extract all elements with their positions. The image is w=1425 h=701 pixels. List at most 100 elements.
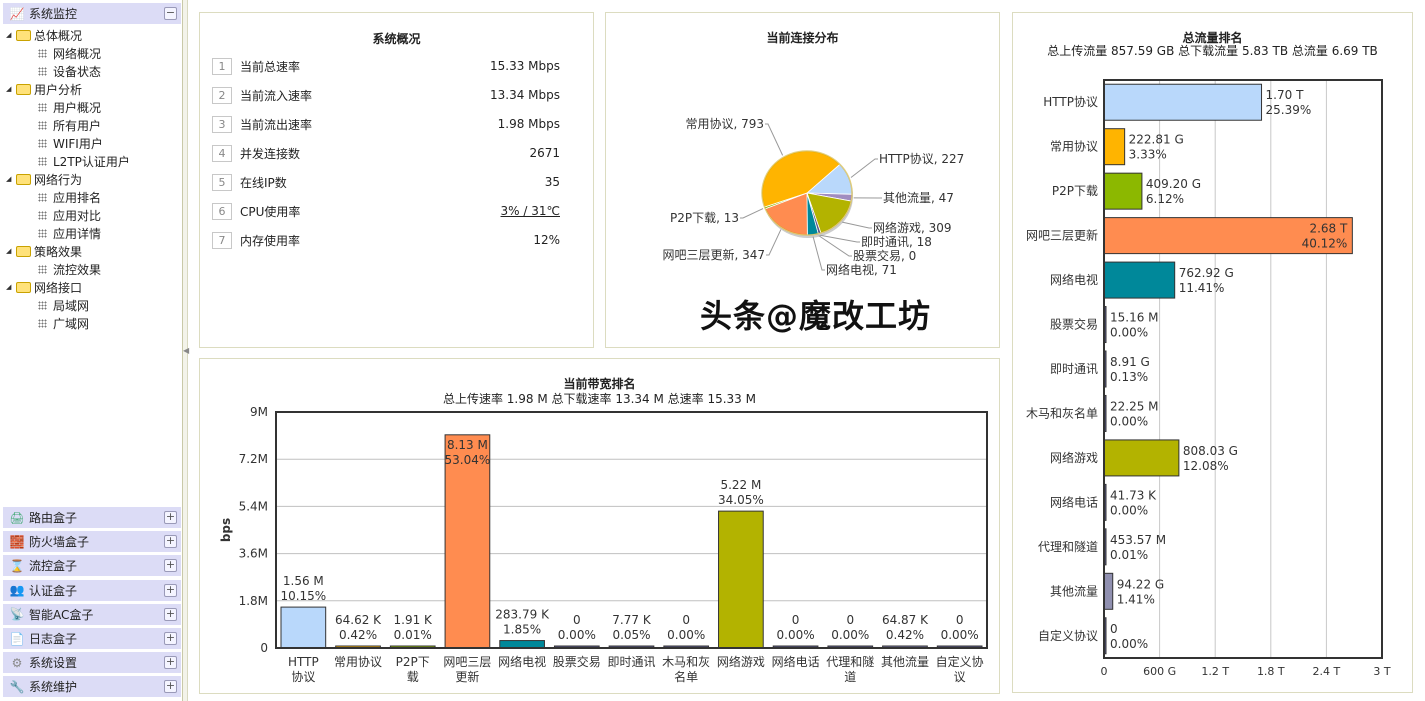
sidebar-section[interactable]: ⌛ 流控盒子 + (3, 555, 181, 578)
tree-item[interactable]: 应用详情 (0, 224, 182, 242)
x-tick-label: 即时通讯 (607, 655, 655, 669)
expanded-triangle-icon: ◢ (6, 85, 12, 93)
pie-label: P2P下载, 13 (670, 211, 739, 225)
firewall-icon: 🧱 (9, 534, 25, 549)
tree-item[interactable]: 网络概况 (0, 44, 182, 62)
sidebar-section[interactable]: 👥 认证盒子 + (3, 579, 181, 602)
grid-dots-icon (38, 48, 47, 58)
tree-item[interactable]: 局域网 (0, 296, 182, 314)
y-tick-label: 7.2M (239, 452, 268, 466)
sidebar-header-system-monitor[interactable]: 📈 系统监控 − (3, 3, 181, 25)
tree-item[interactable]: 所有用户 (0, 116, 182, 134)
bar-value-label: 1.91 K (394, 613, 434, 627)
sidebar-header-label: 系统监控 (29, 7, 78, 21)
tree-group[interactable]: ◢ 用户分析 (0, 80, 182, 98)
expanded-triangle-icon: ◢ (6, 31, 12, 39)
overview-row: 3 当前流出速率 1.98 Mbps (212, 114, 560, 134)
sidebar-section[interactable]: 📡 智能AC盒子 + (3, 603, 181, 626)
pie-leader-line (842, 221, 872, 229)
tree-group[interactable]: ◢ 网络接口 (0, 278, 182, 296)
expand-button[interactable]: + (164, 606, 177, 621)
sidebar-section[interactable]: 🔧 系统维护 + (3, 676, 181, 699)
sidebar-splitter[interactable]: ◀ (183, 0, 190, 701)
bar-percent-label: 53.04% (445, 453, 491, 467)
y-tick-label: HTTP协议 (1043, 94, 1098, 109)
tree-item[interactable]: 用户概况 (0, 98, 182, 116)
sidebar-section[interactable]: ⚙ 系统设置 + (3, 652, 181, 675)
pie-outline (761, 150, 853, 236)
expand-button[interactable]: + (164, 655, 177, 670)
row-value[interactable]: 3% / 31℃ (500, 204, 560, 218)
tree-item[interactable]: 广域网 (0, 314, 182, 332)
grid-dots-icon (38, 228, 47, 238)
bar-value-label: 8.91 G (1110, 355, 1150, 369)
bar-percent-label: 0.00% (1110, 503, 1148, 517)
nav-tree: ◢ 总体概况 网络概况设备状态 ◢ 用户分析 用户概况 所有用户 WIFI用户 L2TP认证用户… (0, 26, 182, 332)
tree-item[interactable]: 流控效果 (0, 260, 182, 278)
tree-item[interactable]: WIFI用户 (0, 134, 182, 152)
pie-leader-line (765, 123, 784, 156)
tree-group-label: 总体概况 (34, 28, 83, 43)
overview-row: 1 当前总速率 15.33 Mbps (212, 56, 560, 76)
overview-row: 2 当前流入速率 13.34 Mbps (212, 85, 560, 105)
pie-label: 常用协议, 793 (685, 116, 764, 131)
sidebar-section[interactable]: 🖨 路由盒子 + (3, 507, 181, 529)
bar-value-label: 283.79 K (495, 608, 550, 622)
document-icon: 📄 (9, 631, 25, 646)
sidebar-section-label: 日志盒子 (29, 632, 78, 646)
expanded-triangle-icon: ◢ (6, 247, 12, 255)
bar-percent-label: 0.01% (394, 628, 432, 642)
expand-button[interactable]: + (164, 534, 177, 549)
tree-group-label: 网络接口 (34, 280, 83, 295)
tree-item-label: L2TP认证用户 (53, 154, 130, 169)
bandwidth-title: 当前带宽排名 (563, 377, 636, 391)
tree-item-label: 设备状态 (53, 64, 102, 79)
tree-group[interactable]: ◢ 网络行为 (0, 170, 182, 188)
bar-value-label: 0 (792, 613, 800, 627)
tree-item[interactable]: 应用排名 (0, 188, 182, 206)
x-tick-label: 代理和隧道 (826, 654, 874, 684)
expand-button[interactable]: + (164, 679, 177, 694)
collapse-button[interactable]: − (164, 6, 177, 20)
collapse-arrow-icon[interactable]: ◀ (183, 346, 190, 355)
tree-group[interactable]: ◢ 策略效果 (0, 242, 182, 260)
expand-button[interactable]: + (164, 510, 177, 524)
tree-item[interactable]: 设备状态 (0, 62, 182, 80)
tree-item[interactable]: 应用对比 (0, 206, 182, 224)
row-number: 5 (212, 173, 232, 191)
sidebar-section[interactable]: 📄 日志盒子 + (3, 628, 181, 650)
bar-percent-label: 3.33% (1129, 148, 1167, 162)
bandwidth-ranking-panel: 当前带宽排名 总上传速率 1.98 M 总下载速率 13.34 M 总速率 15… (199, 358, 1000, 694)
bar (280, 606, 327, 649)
pie-leader-line (818, 235, 852, 257)
bar-percent-label: 10.15% (280, 589, 326, 603)
traffic-bar-chart: 0 600 G 1.2 T 1.8 T 2.4 T 3 T HTTP协议 1.70 T25.3… (1026, 79, 1391, 678)
bar-value-label: 409.20 G (1146, 177, 1201, 191)
expand-button[interactable]: + (164, 631, 177, 645)
sidebar-section[interactable]: 🧱 防火墙盒子 + (3, 531, 181, 554)
overview-title: 系统概况 (372, 32, 421, 46)
bar (1103, 217, 1353, 255)
tree-group[interactable]: ◢ 总体概况 (0, 26, 182, 44)
y-tick-label: 股票交易 (1050, 317, 1098, 332)
row-number: 7 (212, 231, 232, 249)
bar-value-label: 1.56 M (283, 574, 324, 588)
expand-button[interactable]: + (164, 582, 177, 597)
bar-percent-label: 0.13% (1110, 370, 1148, 384)
watermark: 头条@魔改工坊 (700, 297, 932, 335)
bar-percent-label: 34.05% (718, 493, 764, 507)
folder-icon (16, 245, 31, 257)
bar (444, 434, 491, 649)
tree-item-label: WIFI用户 (53, 136, 103, 151)
pie-label: 即时通讯, 18 (861, 235, 932, 249)
row-label: 内存使用率 (240, 233, 301, 248)
expand-button[interactable]: + (164, 558, 177, 573)
sidebar-section-label: 智能AC盒子 (29, 607, 94, 622)
tree-item[interactable]: L2TP认证用户 (0, 152, 182, 170)
bar-value-label: 15.16 M (1110, 311, 1159, 325)
bar-percent-label: 0.00% (777, 628, 815, 642)
chart-line-icon: 📈 (9, 6, 25, 21)
bar-percent-label: 11.41% (1179, 281, 1225, 295)
bar (1103, 439, 1180, 477)
